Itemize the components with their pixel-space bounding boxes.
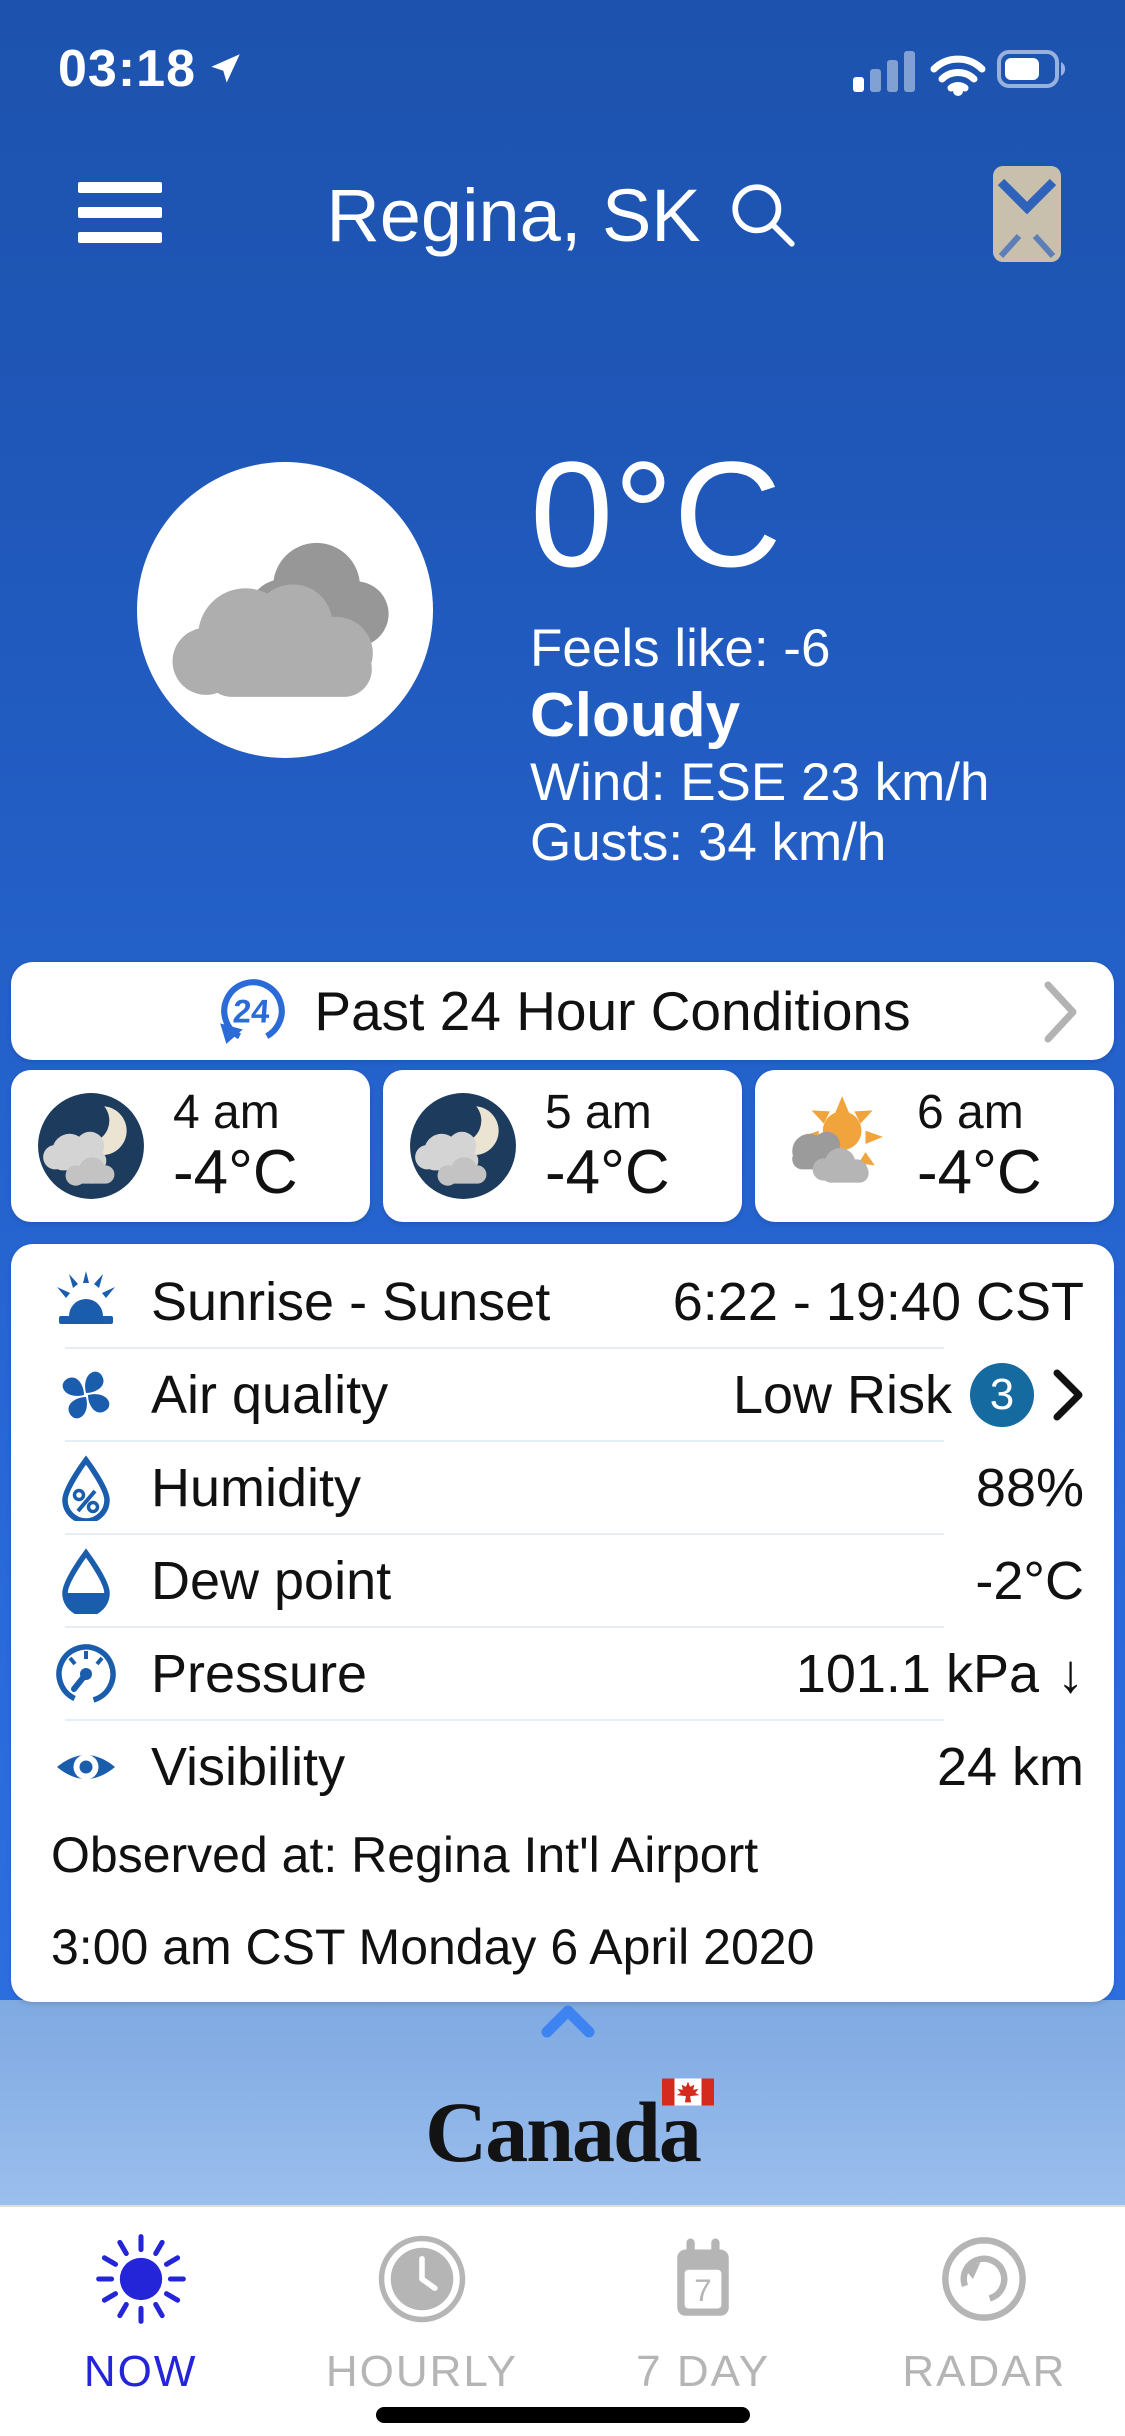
hourly-card-4am[interactable]: 4 am -4°C bbox=[11, 1070, 370, 1222]
condition-text: Cloudy bbox=[530, 681, 741, 750]
row-label: Visibility bbox=[151, 1736, 346, 1797]
chevron-right-icon bbox=[1042, 979, 1080, 1045]
header: Regina, SK bbox=[0, 150, 1125, 280]
collapse-card-button[interactable] bbox=[528, 2002, 608, 2040]
hour-temp: -4°C bbox=[545, 1138, 670, 1207]
svg-text:24: 24 bbox=[232, 992, 272, 1029]
observed-at-text: Observed at: Regina Int'l Airport bbox=[51, 1827, 759, 1883]
row-label: Humidity bbox=[151, 1457, 362, 1518]
page-title: Regina, SK bbox=[326, 173, 701, 257]
tab-hourly[interactable]: HOURLY bbox=[281, 2207, 562, 2436]
mail-icon[interactable] bbox=[993, 164, 1061, 264]
svg-text:7: 7 bbox=[694, 2273, 711, 2308]
canada-flag-icon bbox=[661, 2078, 714, 2106]
tab-label: NOW bbox=[83, 2347, 198, 2396]
cloudy-icon bbox=[172, 542, 389, 697]
row-value: 6:22 - 19:40 CST bbox=[672, 1271, 1084, 1332]
observed-time-text: 3:00 am CST Monday 6 April 2020 bbox=[51, 1919, 815, 1975]
divider bbox=[65, 1719, 944, 1721]
partly-cloudy-day-icon bbox=[779, 1090, 891, 1202]
search-icon[interactable] bbox=[727, 179, 799, 251]
row-label: Dew point bbox=[151, 1550, 392, 1611]
sunrise-icon bbox=[51, 1269, 121, 1335]
location-arrow-icon bbox=[208, 52, 242, 86]
tab-7day[interactable]: 7 7 DAY bbox=[563, 2207, 844, 2436]
pressure-row: Pressure 101.1 kPa ↓ bbox=[51, 1628, 1084, 1719]
menu-button[interactable] bbox=[78, 182, 162, 243]
tab-label: 7 DAY bbox=[636, 2347, 771, 2396]
row-value: 88% bbox=[975, 1457, 1084, 1518]
air-quality-row[interactable]: Air quality Low Risk 3 bbox=[51, 1349, 1084, 1440]
current-temperature: 0°C bbox=[530, 430, 782, 598]
current-conditions: 0°C Feels like: -6 Cloudy Wind: ESE 23 k… bbox=[530, 438, 1100, 873]
status-bar: 03:18 bbox=[0, 34, 1125, 104]
pressure-trend-down-arrow: ↓ bbox=[1057, 1643, 1084, 1704]
hourly-card-6am[interactable]: 6 am -4°C bbox=[755, 1070, 1114, 1222]
row-label: Pressure bbox=[151, 1643, 368, 1704]
divider bbox=[65, 1533, 944, 1535]
wifi-icon bbox=[930, 55, 986, 92]
tab-label: HOURLY bbox=[325, 2347, 518, 2396]
tab-now[interactable]: NOW bbox=[0, 2207, 281, 2436]
visibility-eye-icon bbox=[51, 1734, 121, 1800]
status-time: 03:18 bbox=[58, 40, 196, 98]
hourly-card-5am[interactable]: 5 am -4°C bbox=[383, 1070, 742, 1222]
tab-radar[interactable]: RADAR bbox=[844, 2207, 1125, 2436]
chevron-right-icon bbox=[1052, 1367, 1084, 1423]
humidity-drop-icon bbox=[51, 1454, 121, 1521]
divider bbox=[65, 1440, 944, 1442]
humidity-row: Humidity 88% bbox=[51, 1442, 1084, 1533]
gusts-text: Gusts: 34 km/h bbox=[530, 813, 887, 872]
sun-icon bbox=[95, 2233, 187, 2325]
pressure-value: 101.1 kPa bbox=[795, 1643, 1039, 1704]
calendar-7-icon: 7 bbox=[657, 2233, 749, 2325]
sunrise-sunset-row: Sunrise - Sunset 6:22 - 19:40 CST bbox=[51, 1256, 1084, 1347]
row-label: Sunrise - Sunset bbox=[151, 1271, 551, 1332]
wind-text: Wind: ESE 23 km/h bbox=[530, 753, 990, 812]
canada-wordmark: Canada bbox=[0, 2078, 1125, 2182]
cloudy-night-icon bbox=[35, 1090, 147, 1202]
hour-label: 6 am bbox=[917, 1086, 1024, 1139]
chevron-up-icon bbox=[539, 2002, 597, 2040]
radar-icon bbox=[938, 2233, 1030, 2325]
hour-label: 5 am bbox=[545, 1086, 652, 1139]
air-quality-index-badge: 3 bbox=[970, 1362, 1034, 1427]
hourly-forecast-row: 4 am -4°C 5 am -4°C bbox=[11, 1070, 1114, 1222]
cloudy-night-icon bbox=[407, 1090, 519, 1202]
divider bbox=[65, 1626, 944, 1628]
past-24-label: Past 24 Hour Conditions bbox=[314, 980, 911, 1042]
hour-label: 4 am bbox=[173, 1086, 280, 1139]
air-quality-value: Low Risk bbox=[732, 1364, 952, 1425]
pressure-gauge-icon bbox=[51, 1641, 121, 1707]
row-label: Air quality bbox=[151, 1364, 389, 1425]
home-indicator[interactable] bbox=[375, 2407, 750, 2423]
clock-icon bbox=[376, 2233, 468, 2325]
past-24-hour-button[interactable]: 24 Past 24 Hour Conditions bbox=[11, 962, 1114, 1060]
battery-icon bbox=[997, 50, 1066, 88]
past-24-icon: 24 bbox=[214, 972, 292, 1050]
tab-label: RADAR bbox=[902, 2347, 1067, 2396]
row-value: 24 km bbox=[936, 1736, 1084, 1797]
hour-temp: -4°C bbox=[173, 1138, 298, 1207]
hour-temp: -4°C bbox=[917, 1138, 1042, 1207]
divider bbox=[65, 1347, 944, 1349]
dew-point-row: Dew point -2°C bbox=[51, 1535, 1084, 1626]
dew-point-drop-icon bbox=[51, 1547, 121, 1614]
row-value: -2°C bbox=[975, 1550, 1084, 1611]
current-condition-icon-circle bbox=[137, 462, 433, 758]
fan-icon bbox=[51, 1362, 121, 1428]
bottom-tab-bar: NOW HOURLY 7 bbox=[0, 2205, 1125, 2436]
visibility-row: Visibility 24 km bbox=[51, 1721, 1084, 1812]
feels-like: Feels like: -6 bbox=[530, 619, 831, 678]
signal-icon bbox=[853, 51, 915, 92]
details-card: Sunrise - Sunset 6:22 - 19:40 CST Air qu… bbox=[11, 1244, 1114, 2038]
status-icons bbox=[849, 41, 1073, 97]
